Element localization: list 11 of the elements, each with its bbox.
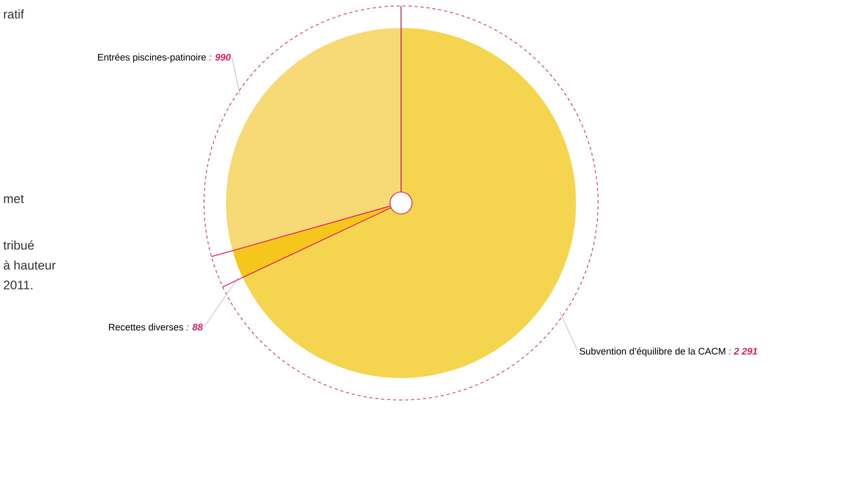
text: à hauteur [4,260,56,270]
slice-label: Recettes diverses [109,324,184,330]
text: met [4,194,24,204]
text: tribué [3,240,34,250]
data-label: : 88 [186,324,203,330]
slice-label: Entrées piscines-patinoire [98,54,206,62]
data-label: : 2 291 [728,348,758,355]
data-label: : 990 [209,54,231,61]
slice-label: Subvention d’équilibre de la CACM [580,348,726,356]
text: 2011. [4,280,32,290]
text: ratif [4,9,24,19]
